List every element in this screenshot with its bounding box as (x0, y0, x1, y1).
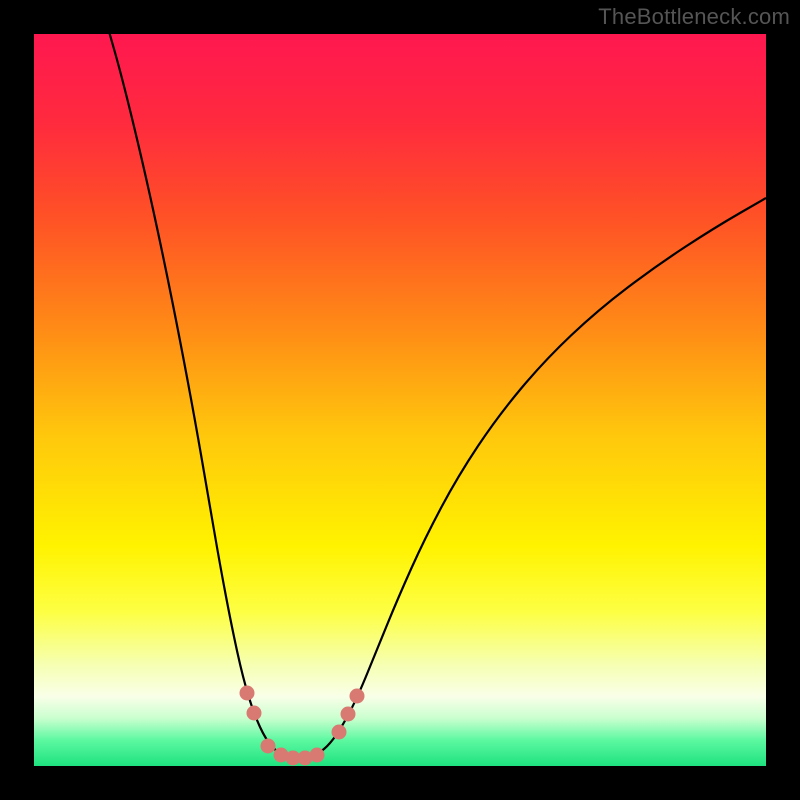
watermark-text: TheBottleneck.com (598, 4, 790, 30)
curve-marker (240, 686, 255, 701)
curve-marker (247, 706, 262, 721)
curve-marker (332, 725, 347, 740)
curve-marker (341, 707, 356, 722)
canvas-root: TheBottleneck.com (0, 0, 800, 800)
gradient-background (34, 34, 766, 766)
curve-marker (350, 689, 365, 704)
chart-svg (0, 0, 800, 800)
curve-marker (310, 748, 325, 763)
curve-marker (261, 739, 276, 754)
